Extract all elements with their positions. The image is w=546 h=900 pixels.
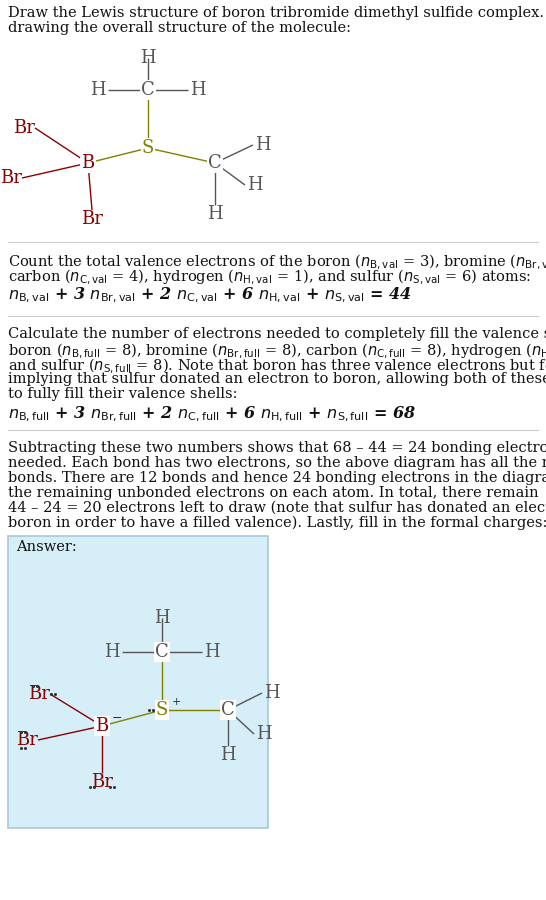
Text: B: B <box>81 154 94 172</box>
Text: Br: Br <box>81 210 103 228</box>
Text: S: S <box>142 139 154 157</box>
Text: B: B <box>96 717 109 735</box>
Text: Draw the Lewis structure of boron tribromide dimethyl sulfide complex. Start by: Draw the Lewis structure of boron tribro… <box>8 6 546 20</box>
Text: needed. Each bond has two electrons, so the above diagram has all the necessary: needed. Each bond has two electrons, so … <box>8 456 546 470</box>
Text: H: H <box>220 746 236 764</box>
Text: boron ($n_{\rm B,full}$ = 8), bromine ($n_{\rm Br,full}$ = 8), carbon ($n_{\rm C: boron ($n_{\rm B,full}$ = 8), bromine ($… <box>8 342 546 361</box>
Text: H: H <box>154 609 170 627</box>
Text: C: C <box>221 701 235 719</box>
Text: Answer:: Answer: <box>16 540 77 554</box>
Text: C: C <box>208 154 222 172</box>
Text: H: H <box>255 136 271 154</box>
Text: H: H <box>140 49 156 67</box>
Text: H: H <box>104 643 120 661</box>
Text: H: H <box>91 81 106 99</box>
Text: H: H <box>190 81 206 99</box>
Text: Br: Br <box>91 773 113 791</box>
Text: Count the total valence electrons of the boron ($n_{\rm B,val}$ = 3), bromine ($: Count the total valence electrons of the… <box>8 253 546 273</box>
Text: C: C <box>155 643 169 661</box>
Text: and sulfur ($n_{\rm S,full}$ = 8). Note that boron has three valence electrons b: and sulfur ($n_{\rm S,full}$ = 8). Note … <box>8 357 546 376</box>
Text: $n_{\rm B,val}$ + 3 $n_{\rm Br,val}$ + 2 $n_{\rm C,val}$ + 6 $n_{\rm H,val}$ + $: $n_{\rm B,val}$ + 3 $n_{\rm Br,val}$ + 2… <box>8 286 412 305</box>
Text: $n_{\rm B,full}$ + 3 $n_{\rm Br,full}$ + 2 $n_{\rm C,full}$ + 6 $n_{\rm H,full}$: $n_{\rm B,full}$ + 3 $n_{\rm Br,full}$ +… <box>8 405 416 424</box>
Text: H: H <box>256 725 271 743</box>
Text: Subtracting these two numbers shows that 68 – 44 = 24 bonding electrons are: Subtracting these two numbers shows that… <box>8 441 546 455</box>
Bar <box>8 536 268 828</box>
Text: H: H <box>204 643 219 661</box>
Text: C: C <box>141 81 155 99</box>
Text: Calculate the number of electrons needed to completely fill the valence shells f: Calculate the number of electrons needed… <box>8 327 546 341</box>
Text: to fully fill their valence shells:: to fully fill their valence shells: <box>8 387 238 401</box>
Text: Br: Br <box>28 685 50 703</box>
Text: H: H <box>264 684 280 702</box>
Text: −: − <box>112 712 122 724</box>
Text: H: H <box>207 205 223 223</box>
Text: the remaining unbonded electrons on each atom. In total, there remain: the remaining unbonded electrons on each… <box>8 486 538 500</box>
Text: carbon ($n_{\rm C,val}$ = 4), hydrogen ($n_{\rm H,val}$ = 1), and sulfur ($n_{\r: carbon ($n_{\rm C,val}$ = 4), hydrogen (… <box>8 268 531 287</box>
Text: drawing the overall structure of the molecule:: drawing the overall structure of the mol… <box>8 21 351 35</box>
Text: boron in order to have a filled valence). Lastly, fill in the formal charges:: boron in order to have a filled valence)… <box>8 516 546 530</box>
Text: H: H <box>247 176 263 194</box>
Text: Br: Br <box>13 119 35 137</box>
Text: implying that sulfur donated an electron to boron, allowing both of these atoms: implying that sulfur donated an electron… <box>8 372 546 386</box>
Text: S: S <box>156 701 168 719</box>
Text: +: + <box>172 697 181 707</box>
Text: Br: Br <box>0 169 22 187</box>
Text: 44 – 24 = 20 electrons left to draw (note that sulfur has donated an electron to: 44 – 24 = 20 electrons left to draw (not… <box>8 501 546 515</box>
Text: bonds. There are 12 bonds and hence 24 bonding electrons in the diagram. Fill in: bonds. There are 12 bonds and hence 24 b… <box>8 471 546 485</box>
Text: Br: Br <box>16 731 38 749</box>
